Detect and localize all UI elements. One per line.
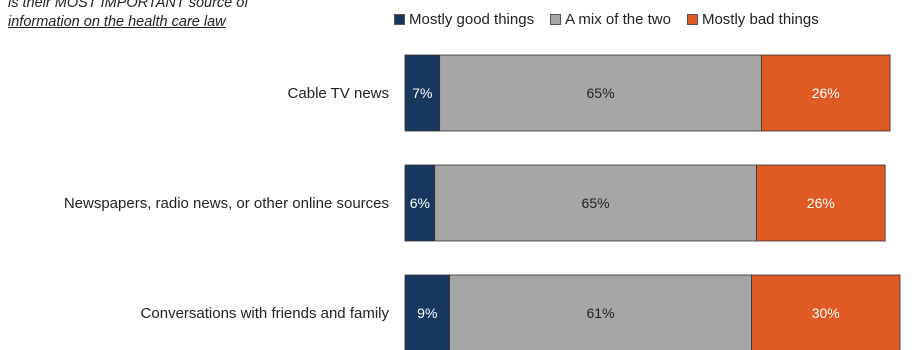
data-label-mix: 65% xyxy=(582,195,610,211)
data-label-bad: 30% xyxy=(812,305,840,321)
note-line-2: information on the health care law xyxy=(8,14,226,30)
bar-segment-mix xyxy=(439,54,762,132)
legend-swatch-mix xyxy=(550,13,562,25)
bar-segment-bad xyxy=(756,164,886,242)
legend-item-bad: Mostly bad things xyxy=(686,10,819,28)
category-label: Cable TV news xyxy=(288,85,389,102)
legend-swatch-good xyxy=(394,13,405,25)
legend-label-mix: A mix of the two xyxy=(565,10,671,28)
data-label-good: 7% xyxy=(412,85,432,101)
data-label-bad: 26% xyxy=(807,195,835,211)
chart-note: is their MOST IMPORTANT source of inform… xyxy=(8,0,248,32)
bar-segment-bad xyxy=(761,54,891,132)
legend-label-bad: Mostly bad things xyxy=(701,10,819,28)
note-line-1: is their MOST IMPORTANT source of xyxy=(8,0,249,11)
bar-segment-mix xyxy=(449,274,752,350)
data-label-good: 9% xyxy=(417,305,437,321)
data-label-good: 6% xyxy=(410,195,430,211)
data-label-mix: 65% xyxy=(587,85,615,101)
legend-swatch-bad xyxy=(686,13,698,25)
bar-segment-good xyxy=(404,54,441,132)
bar-segment-bad xyxy=(751,274,901,350)
bar-segment-good xyxy=(404,164,436,242)
bar-segment-mix xyxy=(434,164,757,242)
legend-label-good: Mostly good things xyxy=(409,10,535,28)
legend-item-mix: A mix of the two xyxy=(550,11,671,28)
data-label-mix: 61% xyxy=(587,305,615,321)
category-label: Newspapers, radio news, or other online … xyxy=(64,195,389,212)
bar-segment-good xyxy=(404,274,450,350)
data-label-bad: 26% xyxy=(812,85,840,101)
legend: Mostly good things A mix of the two Most… xyxy=(394,9,835,29)
legend-item-good: Mostly good things xyxy=(394,11,534,28)
category-label: Conversations with friends and family xyxy=(141,305,390,322)
